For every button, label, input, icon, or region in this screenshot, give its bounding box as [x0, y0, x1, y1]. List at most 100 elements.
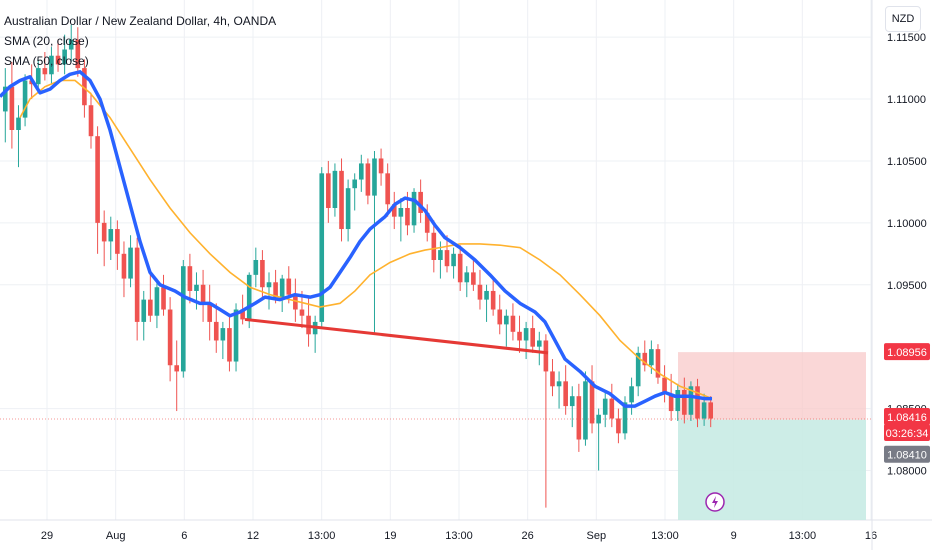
candle-body	[108, 229, 114, 242]
y-tick-label: 1.09500	[887, 280, 927, 292]
candle-body	[497, 309, 503, 325]
x-tick-label: 29	[41, 530, 53, 542]
candle-body	[68, 39, 74, 50]
candle-body	[299, 309, 305, 316]
candle-body	[187, 266, 193, 291]
y-tick-label: 1.11500	[887, 32, 926, 44]
candle-body	[42, 68, 48, 75]
candle-body	[471, 272, 476, 285]
currency-button[interactable]: NZD	[885, 6, 921, 32]
y-tick-label: 1.11000	[887, 94, 926, 106]
sma20-line	[0, 70, 712, 408]
candle-body	[200, 284, 206, 304]
candle-body	[194, 284, 199, 291]
candle-body	[246, 274, 252, 320]
price-label-bg	[884, 343, 930, 361]
candle-body	[16, 117, 21, 130]
candle-body	[629, 386, 634, 403]
candle-body	[616, 418, 621, 434]
candle-body	[477, 284, 483, 300]
candle-body	[517, 331, 522, 341]
price-label-text: 1.08410	[887, 450, 927, 462]
x-tick-label: 13:00	[651, 530, 679, 542]
price-label-bg	[884, 407, 930, 425]
candle-body	[405, 208, 410, 226]
candle-body	[95, 136, 100, 223]
price-label-text: 1.08416	[887, 412, 927, 424]
price-label-bg	[884, 445, 930, 463]
candle-body	[642, 352, 648, 366]
candle-body	[550, 371, 555, 387]
candle-body	[82, 68, 87, 106]
candle-body	[339, 170, 344, 230]
candle-body	[695, 386, 700, 419]
candle-body	[180, 266, 186, 372]
chart-legend: Australian Dollar / New Zealand Dollar, …	[4, 11, 276, 71]
candle-body	[260, 260, 265, 288]
candle-body	[293, 294, 298, 310]
candle-body	[424, 212, 430, 233]
candle-body	[240, 309, 245, 320]
candle-body	[128, 247, 133, 279]
candle-body	[62, 49, 67, 65]
x-tick-label: 13:00	[308, 530, 336, 542]
candle-body	[451, 253, 456, 267]
candle-body	[55, 55, 61, 65]
candle-body	[358, 163, 364, 180]
price-label-countdown: 03:26:34	[884, 423, 930, 441]
sma20-legend: SMA (20, close)	[4, 34, 89, 48]
x-tick-label: 13:00	[445, 530, 473, 542]
x-tick-label: 6	[181, 530, 187, 542]
candle-body	[484, 290, 489, 300]
candle-body	[9, 86, 15, 130]
x-tick-label: 12	[247, 530, 259, 542]
candle-body	[556, 381, 562, 387]
candle-body	[319, 173, 325, 322]
candle-body	[121, 253, 127, 279]
candle-body	[668, 393, 674, 412]
candle-body	[431, 232, 437, 260]
candle-body	[708, 402, 714, 419]
candle-body	[207, 303, 212, 322]
candle-body	[635, 352, 641, 387]
candle-body	[536, 340, 542, 347]
candle-body	[115, 229, 120, 254]
sma50-legend: SMA (50, close)	[4, 54, 89, 68]
candle-body	[49, 55, 54, 75]
candle-body	[543, 340, 549, 372]
candle-body	[75, 39, 81, 69]
candle-body	[273, 282, 278, 298]
candle-body	[134, 247, 140, 322]
y-tick-label: 1.10500	[887, 156, 927, 168]
x-tick-label: 13:00	[789, 530, 817, 542]
candle-body	[378, 158, 384, 174]
candle-body	[563, 381, 568, 407]
candle-body	[227, 328, 232, 362]
candle-body	[504, 315, 509, 325]
candle-body	[213, 321, 219, 341]
x-tick-label: 9	[731, 530, 737, 542]
candle-body	[279, 278, 285, 298]
candle-body	[372, 158, 377, 196]
x-tick-label: 16	[865, 530, 877, 542]
price-label-text: 1.08956	[887, 347, 927, 359]
candle-body	[286, 278, 292, 295]
x-tick-label: 19	[384, 530, 396, 542]
candle-body	[141, 299, 147, 322]
candle-body	[589, 381, 595, 424]
candle-body	[2, 86, 8, 112]
candle-body	[326, 173, 331, 208]
candle-body	[569, 396, 575, 407]
candle-body	[530, 328, 536, 347]
candle-body	[161, 287, 166, 310]
candle-body	[332, 170, 338, 208]
candle-body	[266, 282, 272, 288]
x-tick-label: Sep	[587, 530, 607, 542]
candle-body	[649, 349, 654, 366]
candle-body	[464, 272, 470, 283]
candle-body	[457, 253, 463, 283]
price-label-last: 1.08416	[884, 407, 930, 425]
candle-body	[101, 222, 107, 242]
candle-body	[352, 179, 358, 189]
